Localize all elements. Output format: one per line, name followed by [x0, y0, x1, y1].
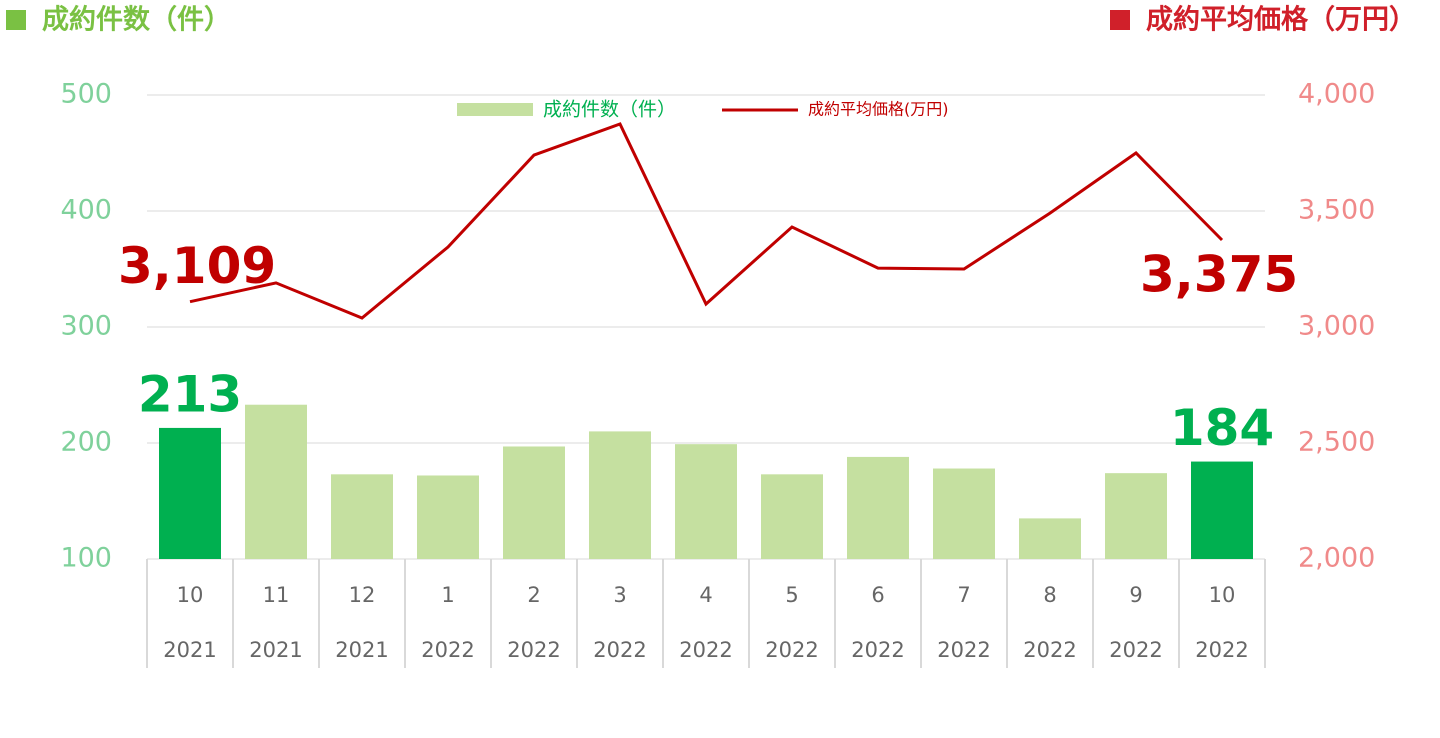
x-tick-label: 2022 — [421, 638, 474, 662]
y2-tick-label: 2,000 — [1298, 543, 1375, 574]
x-tick-label: 2021 — [163, 638, 216, 662]
x-tick-label: 3 — [613, 583, 626, 607]
x-tick-label: 2022 — [507, 638, 560, 662]
bar — [417, 475, 479, 559]
y2-axis-title: 成約平均価格（万円） — [1146, 4, 1416, 36]
x-tick-label: 1 — [441, 583, 454, 607]
y-tick-label: 500 — [60, 79, 112, 110]
bar — [159, 427, 221, 559]
x-tick-label: 11 — [263, 583, 290, 607]
bar — [245, 404, 307, 559]
y-tick-label: 200 — [60, 427, 112, 458]
x-tick-label: 2021 — [249, 638, 302, 662]
bar — [933, 468, 995, 559]
y2-tick-label: 2,500 — [1298, 427, 1375, 458]
bar — [761, 474, 823, 559]
bar — [1105, 473, 1167, 559]
bar — [589, 431, 651, 559]
x-tick-label: 5 — [785, 583, 798, 607]
y2-tick-label: 3,000 — [1298, 311, 1375, 342]
x-tick-label: 8 — [1043, 583, 1056, 607]
y-tick-label: 300 — [60, 311, 112, 342]
bar — [1019, 518, 1081, 559]
x-tick-label: 2022 — [1195, 638, 1248, 662]
x-tick-label: 9 — [1129, 583, 1142, 607]
line-value-label: 3,109 — [118, 237, 276, 295]
bar — [331, 474, 393, 559]
x-tick-label: 7 — [957, 583, 970, 607]
bar — [847, 456, 909, 559]
y-axis-title: 成約件数（件） — [42, 4, 231, 36]
x-tick-label: 4 — [699, 583, 712, 607]
bar-value-label: 213 — [138, 365, 242, 423]
x-tick-label: 2 — [527, 583, 540, 607]
bar-value-label: 184 — [1170, 399, 1274, 457]
x-tick-label: 2022 — [679, 638, 732, 662]
y2-tick-label: 4,000 — [1298, 79, 1375, 110]
y-tick-label: 100 — [60, 543, 112, 574]
x-tick-label: 10 — [1209, 583, 1236, 607]
legend-swatch — [457, 103, 533, 116]
x-tick-label: 2022 — [1023, 638, 1076, 662]
x-tick-label: 2022 — [765, 638, 818, 662]
x-tick-label: 2022 — [1109, 638, 1162, 662]
x-tick-label: 2022 — [937, 638, 990, 662]
y-label-marker — [6, 10, 26, 30]
x-tick-label: 12 — [349, 583, 376, 607]
bar — [503, 446, 565, 559]
legend-label: 成約平均価格(万円) — [808, 100, 949, 119]
legend-label: 成約件数（件） — [543, 99, 676, 121]
line — [189, 122, 1224, 320]
y2-tick-label: 3,500 — [1298, 195, 1375, 226]
y2-label-marker — [1110, 10, 1130, 30]
bar — [1191, 461, 1253, 559]
line-value-label: 3,375 — [1140, 246, 1298, 304]
x-tick-label: 2022 — [593, 638, 646, 662]
x-tick-label: 2022 — [851, 638, 904, 662]
bar — [675, 444, 737, 559]
x-tick-label: 6 — [871, 583, 884, 607]
x-tick-label: 2021 — [335, 638, 388, 662]
y-tick-label: 400 — [60, 195, 112, 226]
x-tick-label: 10 — [177, 583, 204, 607]
